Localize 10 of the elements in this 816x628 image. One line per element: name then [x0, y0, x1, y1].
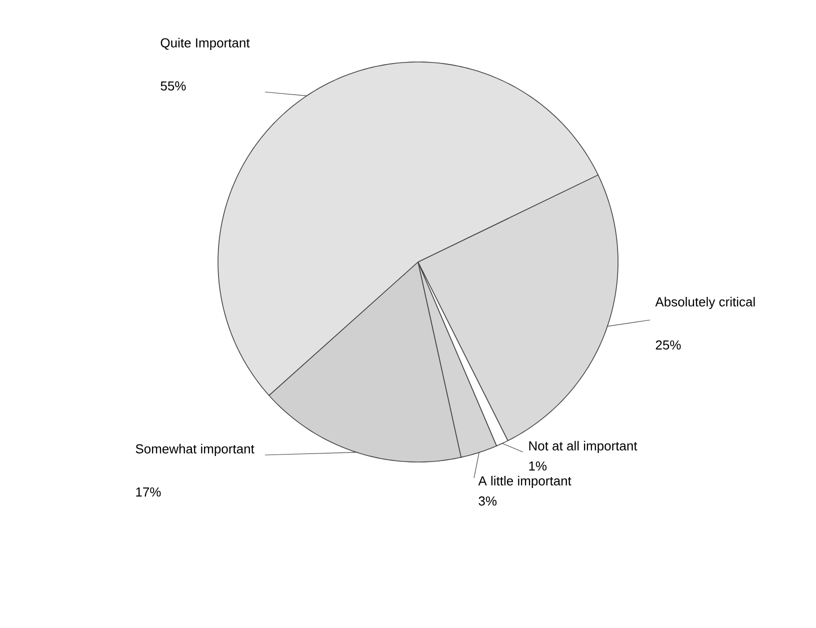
data-label: 25% [656, 340, 681, 350]
slice-label: Absolutely critical [655, 296, 755, 310]
data-label: 17% [136, 487, 161, 497]
data-label: 1% [529, 461, 547, 471]
slice-label: Not at all important [529, 440, 638, 454]
data-label: 55% [160, 81, 186, 91]
slice-label: Quite Important [160, 38, 250, 50]
data-label: 3% [478, 496, 497, 506]
slice-label: Somewhat important [136, 444, 254, 456]
slice-label: A little important [478, 476, 572, 488]
